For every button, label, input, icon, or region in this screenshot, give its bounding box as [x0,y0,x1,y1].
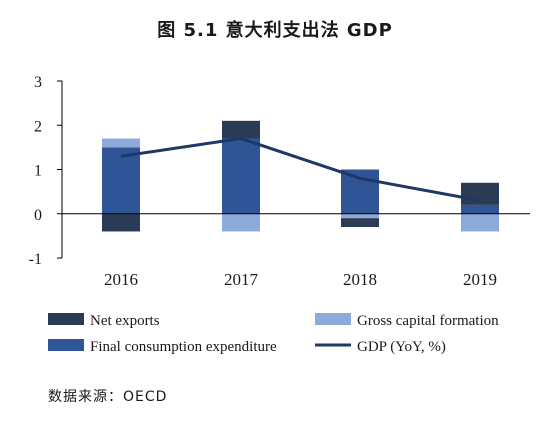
bar-final-consumption-expenditure-2018 [341,169,379,214]
bar-gross-capital-formation-2017 [222,213,260,232]
legend-swatch [315,313,351,325]
x-tick-label: 2016 [104,270,138,289]
gdp-line-series [120,137,481,202]
bar-net-exports-2016 [102,213,140,232]
bar-net-exports-2018 [341,218,379,228]
legend: Net exports Gross capital formation Final … [48,313,499,355]
y-tick-label: -1 [29,251,42,268]
gdp-line [120,137,481,202]
bar-net-exports-2017 [222,120,260,139]
source-note: 数据来源：OECD [48,389,168,405]
bar-final-consumption-expenditure-2017 [222,138,260,214]
x-tick-label: 2019 [463,270,497,289]
bar-gross-capital-formation-2018 [341,213,379,219]
legend-label: Final consumption expenditure [90,339,277,355]
bar-gross-capital-formation-2016 [102,138,140,148]
legend-label: GDP (YoY, %) [357,339,446,355]
y-axis: 3 2 1 0 -1 [29,74,63,268]
bar-final-consumption-expenditure-2016 [102,147,140,214]
bar-net-exports-2019 [461,182,499,205]
legend-label: Net exports [90,313,160,329]
legend-swatch [48,339,84,351]
chart-title: 图 5.1 意大利支出法 GDP [157,20,393,41]
y-tick-label: 2 [34,118,42,135]
bar-final-consumption-expenditure-2019 [461,204,499,214]
y-tick-label: 3 [34,74,42,91]
x-tick-label: 2018 [343,270,377,289]
x-tick-label: 2017 [224,270,259,289]
y-tick-label: 1 [34,163,42,180]
y-tick-label: 0 [34,207,42,224]
bar-series [102,120,499,232]
bar-gross-capital-formation-2019 [461,213,499,232]
legend-swatch [48,313,84,325]
legend-label: Gross capital formation [357,313,499,329]
x-axis: 2016 2017 2018 2019 [104,270,497,289]
